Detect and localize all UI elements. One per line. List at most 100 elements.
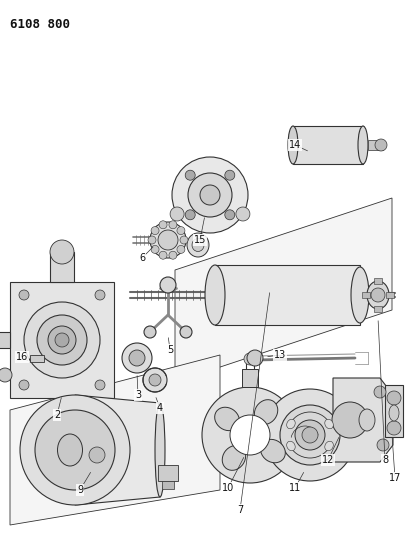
Circle shape: [387, 421, 401, 435]
Circle shape: [149, 374, 161, 386]
Text: 3: 3: [135, 390, 141, 400]
Circle shape: [177, 227, 185, 235]
Circle shape: [244, 353, 256, 365]
Text: 9: 9: [77, 485, 83, 495]
Text: 8: 8: [382, 455, 388, 465]
Text: 17: 17: [389, 473, 401, 483]
Bar: [374, 278, 382, 284]
Circle shape: [225, 170, 235, 180]
Circle shape: [48, 326, 76, 354]
Circle shape: [185, 210, 195, 220]
Ellipse shape: [187, 233, 209, 257]
Bar: [374, 306, 382, 312]
Circle shape: [188, 173, 232, 217]
Ellipse shape: [192, 238, 204, 252]
Ellipse shape: [389, 405, 399, 421]
Circle shape: [180, 326, 192, 338]
Circle shape: [148, 236, 156, 244]
Text: 5: 5: [167, 345, 173, 355]
Ellipse shape: [287, 441, 295, 451]
Ellipse shape: [367, 281, 389, 309]
Text: 12: 12: [322, 455, 334, 465]
Ellipse shape: [261, 439, 285, 463]
Circle shape: [129, 350, 145, 366]
Circle shape: [230, 415, 270, 455]
Bar: [0, 332, 10, 348]
Circle shape: [20, 395, 130, 505]
Polygon shape: [333, 378, 393, 462]
Bar: [158, 465, 178, 481]
Ellipse shape: [287, 419, 295, 429]
Circle shape: [185, 170, 195, 180]
Text: 10: 10: [222, 483, 234, 493]
Circle shape: [375, 139, 387, 151]
Circle shape: [169, 251, 177, 259]
Circle shape: [158, 230, 178, 250]
Ellipse shape: [359, 409, 375, 431]
Circle shape: [177, 245, 185, 253]
Circle shape: [144, 326, 156, 338]
Circle shape: [37, 315, 87, 365]
Circle shape: [280, 405, 340, 465]
Ellipse shape: [358, 126, 368, 164]
Text: 11: 11: [289, 483, 301, 493]
Circle shape: [95, 380, 105, 390]
Ellipse shape: [58, 434, 82, 466]
Polygon shape: [10, 355, 220, 525]
Ellipse shape: [254, 400, 278, 424]
Bar: [30, 355, 44, 362]
Circle shape: [371, 288, 385, 302]
Ellipse shape: [222, 446, 246, 470]
Circle shape: [295, 420, 325, 450]
Bar: [10, 282, 114, 398]
Circle shape: [55, 333, 69, 347]
Text: 14: 14: [289, 140, 301, 150]
Text: 2: 2: [54, 410, 60, 420]
Circle shape: [89, 447, 105, 463]
Circle shape: [0, 368, 12, 382]
Circle shape: [151, 245, 159, 253]
Ellipse shape: [288, 126, 298, 164]
Circle shape: [24, 302, 100, 378]
Circle shape: [19, 380, 29, 390]
Bar: [293, 126, 363, 164]
Bar: [215, 265, 360, 325]
Circle shape: [143, 368, 167, 392]
Circle shape: [151, 227, 159, 235]
Circle shape: [374, 386, 386, 398]
Circle shape: [170, 207, 184, 221]
Text: 4: 4: [157, 403, 163, 413]
Text: 7: 7: [237, 505, 243, 515]
Circle shape: [172, 157, 248, 233]
Circle shape: [387, 391, 401, 405]
Bar: [50, 252, 74, 282]
Polygon shape: [75, 395, 160, 505]
Circle shape: [150, 222, 186, 258]
Circle shape: [160, 277, 176, 293]
Ellipse shape: [205, 265, 225, 325]
Ellipse shape: [325, 419, 333, 429]
Text: 15: 15: [194, 235, 206, 245]
Bar: [162, 481, 174, 489]
Circle shape: [19, 290, 29, 300]
Text: 6: 6: [139, 253, 145, 263]
Bar: [362, 292, 370, 298]
Circle shape: [95, 290, 105, 300]
Circle shape: [180, 236, 188, 244]
Ellipse shape: [215, 407, 239, 431]
Polygon shape: [175, 198, 392, 382]
Circle shape: [236, 207, 250, 221]
Circle shape: [377, 439, 389, 451]
Circle shape: [159, 251, 167, 259]
Circle shape: [247, 350, 263, 366]
Circle shape: [159, 221, 167, 229]
Circle shape: [264, 389, 356, 481]
Text: 16: 16: [16, 352, 28, 362]
Text: 13: 13: [274, 350, 286, 360]
Circle shape: [122, 343, 152, 373]
Ellipse shape: [155, 403, 165, 497]
Circle shape: [50, 240, 74, 264]
Bar: [385, 385, 403, 437]
Circle shape: [35, 410, 115, 490]
Text: 6108 800: 6108 800: [10, 18, 70, 31]
